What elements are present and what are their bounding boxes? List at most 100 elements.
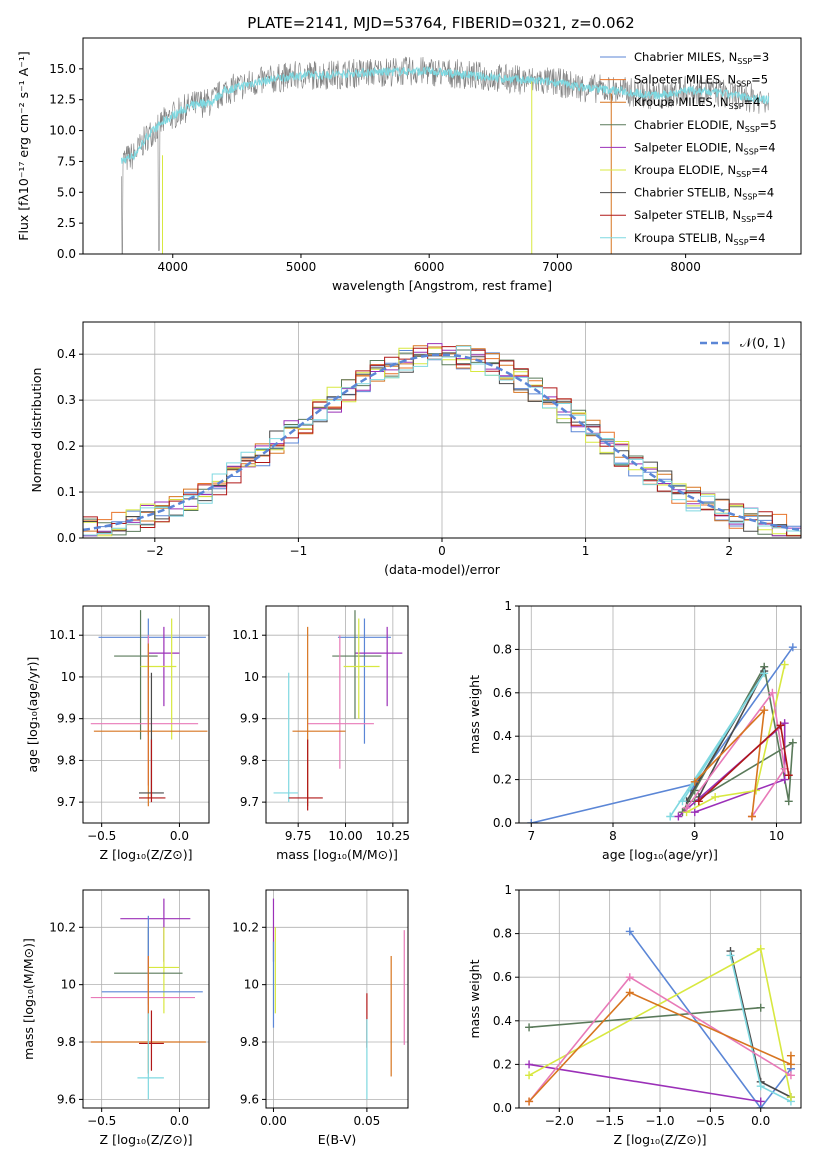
massweight-z-panel: −2.0 −1.5 −1.0 −0.5 0.0 0.0 0.2 0.4 0.6 0.8 1 Z [lo…	[467, 883, 802, 1147]
y-axis-label: mass weight	[467, 675, 482, 754]
y-tick-label: 9.8	[240, 753, 259, 767]
data-point-marker	[711, 792, 720, 801]
legend-entry: Chabrier STELIB, NSSP=4	[634, 186, 774, 202]
y-tick-label: 0.1	[57, 485, 76, 499]
y-tick-label: 9.6	[57, 1092, 76, 1106]
legend-subscript: SSP	[744, 147, 759, 156]
data-point-marker	[625, 973, 634, 982]
x-tick-label: 7000	[542, 260, 573, 274]
y-tick-label: 5.0	[57, 185, 76, 199]
x-tick-label: 10.00	[328, 829, 362, 843]
y-tick-label: 0.0	[57, 531, 76, 545]
series-line	[528, 991, 792, 1103]
x-axis-label: (data-model)/error	[384, 562, 501, 577]
y-tick-label: 1	[504, 599, 512, 613]
legend-entry: 𝒩(0, 1)	[740, 335, 786, 350]
x-axis-label: Z [log₁₀(Z/Z⊙)]	[100, 1132, 193, 1147]
legend-subscript: SSP	[745, 125, 760, 134]
x-tick-label: 0	[438, 544, 446, 558]
residuals-panel: −2 −1 0 1 2 0.0 0.1 0.2 0.3 0.4 (data-model)/error…	[29, 321, 802, 577]
age-mass-panel: 9.75 10.00 10.25 9.7 9.8 9.9 10 10.1 mass [log₁₀…	[232, 605, 410, 862]
x-tick-label: 0.0	[170, 1114, 189, 1128]
legend-subscript: SSP	[742, 193, 757, 202]
y-axis-label: Flux [fλ10⁻¹⁷ erg cm⁻² s⁻¹ A⁻¹]	[16, 51, 31, 240]
y-tick-label: 2.5	[57, 216, 76, 230]
data-point-marker	[625, 927, 634, 936]
legend-count: =5	[751, 73, 768, 87]
data-point-marker	[690, 808, 699, 817]
y-tick-label: 0.4	[493, 729, 512, 743]
data-point-marker	[525, 1071, 534, 1080]
x-tick-label: 0.05	[354, 1114, 381, 1128]
axes-frame	[265, 605, 409, 824]
series-line	[629, 930, 792, 1108]
data-point-marker	[694, 797, 703, 806]
data-point-marker	[525, 1060, 534, 1069]
data-point-marker	[525, 1097, 534, 1106]
x-tick-label: 10	[769, 829, 784, 843]
y-tick-label: 10	[61, 670, 76, 684]
data-point-marker	[780, 660, 789, 669]
plot-area	[273, 610, 403, 811]
data-point-marker	[678, 797, 687, 806]
x-tick-label: 0.0	[751, 1114, 770, 1128]
axes-frame	[82, 889, 210, 1109]
mass-z-panel: −0.5 0.0 9.6 9.8 10 10.2 Z [log₁₀(Z/Z⊙)] mass […	[21, 889, 210, 1147]
residual-histogram-step	[83, 345, 801, 536]
y-axis-label: mass weight	[467, 959, 482, 1038]
y-tick-label: 0.2	[493, 773, 512, 787]
y-tick-label: 15.0	[49, 62, 76, 76]
series-line	[685, 690, 786, 817]
data-point-marker	[674, 812, 683, 821]
x-tick-label: −2	[146, 544, 164, 558]
y-tick-label: 0.0	[57, 247, 76, 261]
plot-area	[90, 898, 206, 1100]
series-line	[528, 1063, 761, 1103]
data-point-marker	[784, 797, 793, 806]
x-axis-label: mass [log₁₀(M/M⊙)]	[276, 847, 398, 862]
x-tick-label: 0.0	[170, 829, 189, 843]
plot-area	[90, 610, 208, 807]
y-tick-label: 12.5	[49, 93, 76, 107]
legend-entry: Kroupa ELODIE, NSSP=4	[634, 163, 768, 179]
legend-count: =4	[756, 208, 773, 222]
axes-frame	[265, 889, 409, 1109]
x-tick-label: 0.00	[260, 1114, 287, 1128]
series-line	[531, 646, 794, 823]
y-tick-label: 0.2	[57, 439, 76, 453]
residual-histogram-step	[83, 346, 801, 537]
legend-subscript: SSP	[741, 215, 756, 224]
legend-count: =4	[744, 95, 761, 109]
x-axis-label: age [log₁₀(age/yr)]	[602, 847, 718, 862]
data-point-marker	[625, 988, 634, 997]
x-tick-label: −0.5	[87, 829, 116, 843]
data-point-marker	[726, 951, 735, 960]
x-tick-label: 8000	[670, 260, 701, 274]
data-point-marker	[682, 803, 691, 812]
y-tick-label: 0.6	[493, 686, 512, 700]
legend-count: =4	[749, 231, 766, 245]
x-tick-label: 6000	[414, 260, 445, 274]
plot-area	[527, 643, 797, 823]
y-axis-label: mass [log₁₀(M/M⊙)]	[21, 938, 36, 1060]
y-tick-label: 0.4	[57, 347, 76, 361]
data-point-marker	[690, 777, 699, 786]
legend-entry: Salpeter ELODIE, NSSP=4	[634, 140, 776, 156]
x-tick-label: 8	[609, 829, 617, 843]
data-point-marker	[525, 1023, 534, 1032]
data-point-marker	[747, 812, 756, 821]
x-tick-label: 10.25	[376, 829, 410, 843]
massweight-age-panel: 7 8 9 10 0.0 0.2 0.4 0.6 0.8 1 age [log₁₀(age/yr)]…	[467, 599, 802, 862]
data-point-marker	[786, 1093, 795, 1102]
y-tick-label: 0.0	[493, 1101, 512, 1115]
legend-count: =4	[759, 140, 776, 154]
legend-entry: Salpeter STELIB, NSSP=4	[634, 208, 773, 224]
x-tick-label: −1.0	[645, 1114, 674, 1128]
spectrum-panel: 4000 5000 6000 7000 8000 0.0 2.5 5.0 7.5 10.0 12.5…	[16, 37, 802, 293]
legend-count: =5	[760, 118, 777, 132]
y-tick-label: 9.7	[57, 795, 76, 809]
data-point-marker	[788, 643, 797, 652]
y-tick-label: 9.8	[240, 1035, 259, 1049]
y-tick-label: 0.8	[493, 642, 512, 656]
